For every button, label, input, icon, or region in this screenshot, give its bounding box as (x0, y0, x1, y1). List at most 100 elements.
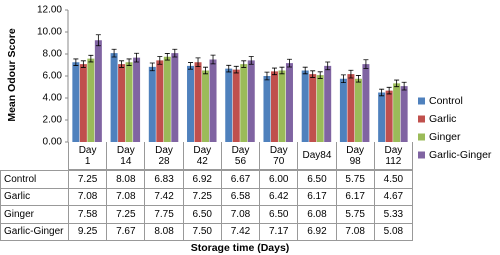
bar (393, 83, 401, 142)
table-cell: 7.17 (259, 222, 299, 241)
table-cell: 6.50 (297, 170, 337, 189)
table-cell: 6.92 (182, 170, 222, 189)
table-cell: 6.17 (335, 187, 375, 206)
error-bar (340, 74, 346, 83)
y-tick-label: 8.00 (43, 49, 63, 60)
bar (94, 40, 102, 142)
error-bar (111, 48, 117, 58)
bar (72, 62, 80, 142)
bar (125, 62, 133, 142)
error-bar (310, 70, 316, 78)
table-cell: 6.00 (259, 170, 299, 189)
bar (301, 70, 309, 142)
table-cell: 7.25 (106, 205, 146, 224)
table-cell: 5.33 (373, 205, 413, 224)
error-bar (88, 54, 94, 63)
error-bar (203, 66, 209, 75)
table-cell: 6.67 (220, 170, 261, 189)
error-bar (279, 66, 285, 75)
legend-swatch (418, 97, 425, 105)
bar (347, 74, 355, 142)
bar (278, 70, 286, 142)
bar (118, 64, 126, 142)
error-bar (95, 34, 101, 47)
table-cell: 7.08 (106, 187, 146, 206)
error-bar (157, 56, 163, 65)
bar (362, 64, 370, 142)
bar (187, 65, 195, 142)
legend-swatch (418, 115, 425, 123)
bar (385, 90, 393, 142)
error-bar (241, 60, 247, 68)
table-cell: 6.58 (220, 187, 261, 206)
bar (163, 56, 171, 142)
table-cell: 6.92 (297, 222, 337, 241)
error-bar (195, 57, 201, 68)
error-bar (164, 53, 170, 61)
bar (156, 60, 164, 142)
table-cell: 7.08 (68, 187, 108, 206)
bar (79, 64, 87, 142)
error-bar (271, 67, 277, 76)
bar (240, 64, 248, 142)
error-bar (188, 62, 194, 70)
error-bar (386, 86, 392, 95)
bar (194, 62, 202, 142)
error-bar (226, 64, 232, 73)
table-header: Day 28 (144, 142, 184, 170)
table-header: Day84 (297, 142, 337, 170)
error-bar (394, 79, 400, 88)
bar (285, 63, 293, 142)
table-header: Day 112 (373, 142, 413, 170)
table-cell: 7.67 (106, 222, 146, 241)
bar (232, 69, 240, 142)
bar (324, 65, 332, 142)
table-header: Day 56 (220, 142, 261, 170)
y-axis-title: Mean Odour Score (6, 28, 18, 122)
table-cell: 6.50 (182, 205, 222, 224)
table-cell: 4.67 (373, 187, 413, 206)
error-bar (379, 88, 385, 97)
table-cell: 7.42 (144, 187, 184, 206)
bar (87, 58, 95, 143)
table-cell: 5.75 (335, 170, 375, 189)
table-header: Day 42 (182, 142, 222, 170)
table-cell: 8.08 (106, 170, 146, 189)
error-bar (325, 61, 331, 71)
y-tick-label: 6.00 (43, 71, 63, 82)
legend-label: Garlic-Ginger (429, 149, 492, 161)
table-cell: 7.25 (182, 187, 222, 206)
error-bar (119, 60, 125, 68)
table-header: Day 1 (68, 142, 108, 170)
y-tick-label: 10.00 (37, 27, 62, 38)
table-cell: 6.83 (144, 170, 184, 189)
error-bar (126, 58, 132, 66)
table-cell: 8.08 (144, 222, 184, 241)
bar (400, 86, 408, 142)
error-bar (149, 62, 155, 72)
legend-swatch (418, 133, 425, 141)
bar (110, 53, 118, 143)
error-bar (363, 59, 369, 69)
bar (209, 59, 217, 142)
error-bar (73, 58, 79, 66)
bar (148, 66, 156, 142)
error-bar (264, 71, 270, 81)
table-cell: 7.08 (335, 222, 375, 241)
bar (378, 92, 386, 142)
row-label: Control (0, 170, 69, 189)
bar (270, 71, 278, 142)
legend-label: Garlic (429, 113, 456, 125)
legend-label: Control (429, 95, 463, 107)
bar (263, 76, 271, 142)
table-cell: 7.08 (220, 205, 261, 224)
table-cell: 9.25 (68, 222, 108, 241)
bar (339, 78, 347, 142)
y-tick-label: 2.00 (43, 115, 63, 126)
table-cell: 7.58 (68, 205, 108, 224)
table-cell: 5.75 (335, 205, 375, 224)
error-bar (348, 69, 354, 79)
table-cell: 7.75 (144, 205, 184, 224)
